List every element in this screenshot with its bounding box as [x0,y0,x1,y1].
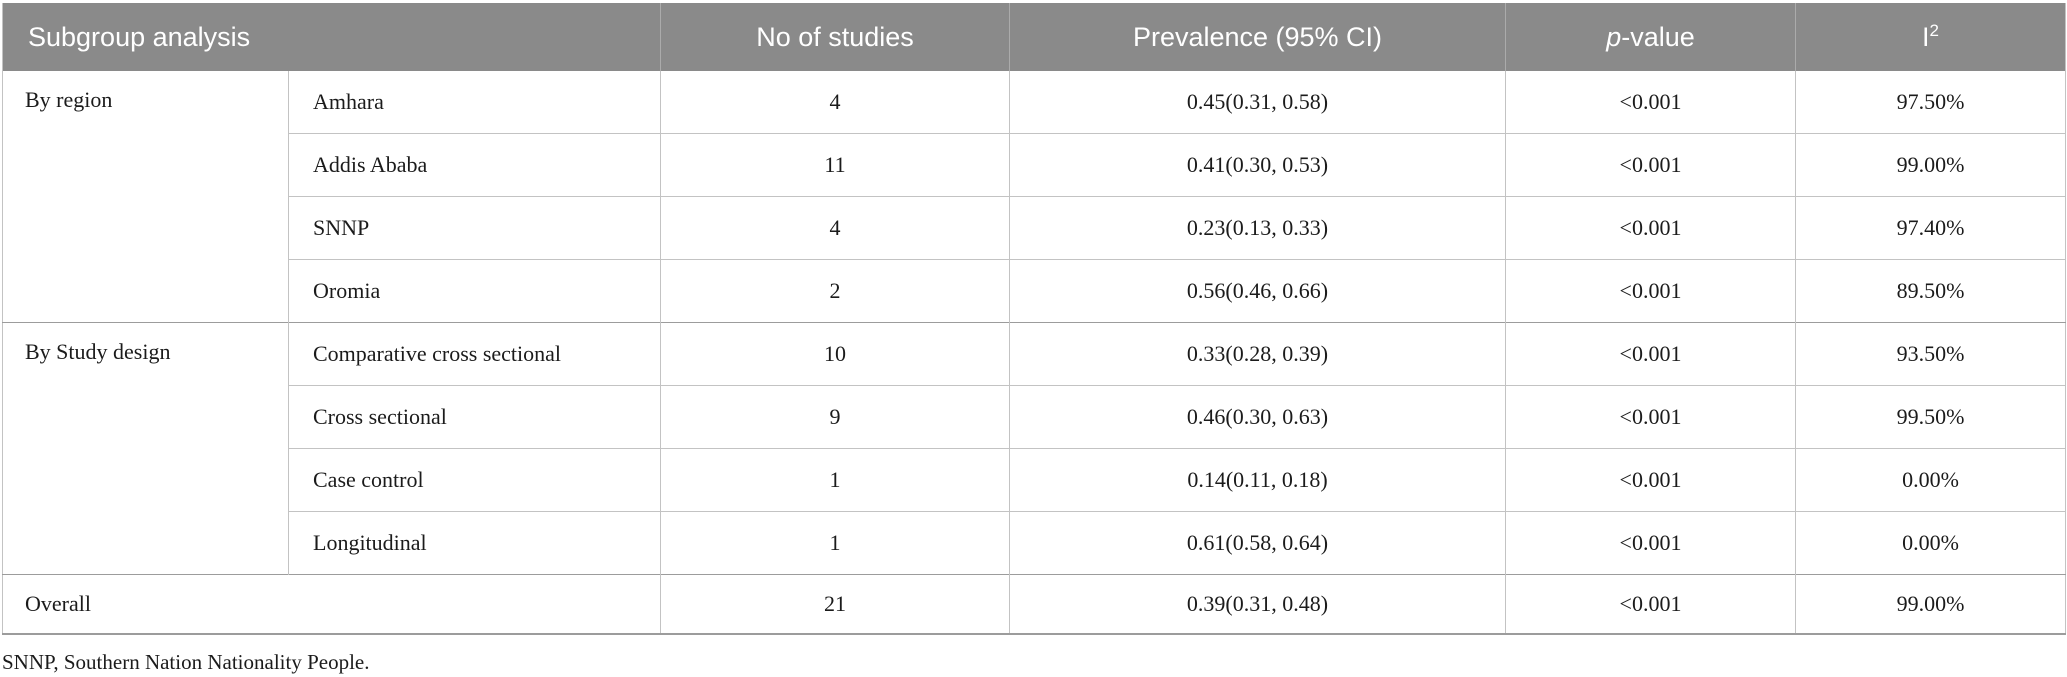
p-value-rest-part: -value [1621,21,1695,52]
table-row: Addis Ababa 11 0.41(0.30, 0.53) <0.001 99.00… [3,133,2066,197]
cell-no-of-studies: 1 [660,448,1010,512]
cell-prevalence: 0.61(0.58, 0.64) [1009,511,1506,575]
table-row: By Study design Comparative cross section… [2,322,2066,575]
cell-subgroup-name: SNNP [288,196,661,260]
cell-prevalence: 0.14(0.11, 0.18) [1009,448,1506,512]
cell-no-of-studies: 9 [660,385,1010,449]
cell-prevalence: 0.45(0.31, 0.58) [1009,71,1506,134]
cell-no-of-studies: 10 [660,322,1010,386]
cell-i2: 99.00% [1795,574,2066,634]
cell-prevalence: 0.46(0.30, 0.63) [1009,385,1506,449]
cell-i2: 97.50% [1795,71,2066,134]
cell-subgroup-name: Comparative cross sectional [288,322,661,386]
cell-subgroup-name: Longitudinal [288,511,661,575]
overall-section: Overall 21 0.39(0.31, 0.48) <0.001 99.00… [2,574,2066,634]
cell-no-of-studies: 21 [660,574,1010,634]
cell-i2: 99.00% [1795,133,2066,197]
cell-i2: 0.00% [1795,448,2066,512]
cell-subgroup-name: Oromia [288,259,661,323]
cell-prevalence: 0.33(0.28, 0.39) [1009,322,1506,386]
cell-p-value: <0.001 [1505,448,1796,512]
cell-i2: 93.50% [1795,322,2066,386]
cell-prevalence: 0.56(0.46, 0.66) [1009,259,1506,323]
col-header-subgroup-analysis: Subgroup analysis [2,3,661,71]
cell-p-value: <0.001 [1505,259,1796,323]
cell-no-of-studies: 4 [660,71,1010,134]
table-row: SNNP 4 0.23(0.13, 0.33) <0.001 97.40% [3,196,2066,260]
table-row: Longitudinal 1 0.61(0.58, 0.64) <0.001 0.00% [3,511,2066,575]
group-label-cell: By region [2,71,289,323]
col-header-prevalence: Prevalence (95% CI) [1009,3,1506,71]
table-row: Cross sectional 9 0.46(0.30, 0.63) <0.001 99… [3,385,2066,449]
i-squared-superscript: 2 [1929,20,1939,40]
cell-overall-label: Overall [2,574,661,634]
overall-row: Overall 21 0.39(0.31, 0.48) <0.001 99.00… [2,574,2066,634]
cell-p-value: <0.001 [1505,196,1796,260]
group-label-cell: By Study design [2,322,289,575]
cell-subgroup-name: Case control [288,448,661,512]
cell-subgroup-name: Cross sectional [288,385,661,449]
cell-p-value: <0.001 [1505,511,1796,575]
cell-p-value: <0.001 [1505,322,1796,386]
header-row: Subgroup analysis No of studies Prevalen… [2,3,2066,71]
col-header-p-value: p-value [1505,3,1796,71]
col-header-i-squared: I2 [1795,3,2066,71]
cell-no-of-studies: 2 [660,259,1010,323]
cell-p-value: <0.001 [1505,574,1796,634]
cell-i2: 99.50% [1795,385,2066,449]
page: Subgroup analysis No of studies Prevalen… [2,3,2066,675]
i-squared-base: I [1922,21,1930,52]
cell-i2: 97.40% [1795,196,2066,260]
cell-prevalence: 0.41(0.30, 0.53) [1009,133,1506,197]
cell-no-of-studies: 11 [660,133,1010,197]
table-row: By region Amhara 4 0.45(0.31, 0.58) <0.001 97… [2,71,2066,323]
table-row: Case control 1 0.14(0.11, 0.18) <0.001 0.00% [3,448,2066,512]
table-header: Subgroup analysis No of studies Prevalen… [2,3,2066,71]
cell-p-value: <0.001 [1505,71,1796,134]
cell-p-value: <0.001 [1505,133,1796,197]
cell-subgroup-name: Addis Ababa [288,133,661,197]
cell-no-of-studies: 4 [660,196,1010,260]
table-row: Oromia 2 0.56(0.46, 0.66) <0.001 89.50% [3,259,2066,323]
cell-prevalence: 0.39(0.31, 0.48) [1009,574,1506,634]
cell-p-value: <0.001 [1505,385,1796,449]
col-header-no-of-studies: No of studies [660,3,1010,71]
cell-prevalence: 0.23(0.13, 0.33) [1009,196,1506,260]
cell-i2: 0.00% [1795,511,2066,575]
cell-no-of-studies: 1 [660,511,1010,575]
cell-i2: 89.50% [1795,259,2066,323]
table-footnote: SNNP, Southern Nation Nationality People… [2,650,370,674]
table-body: By region Amhara 4 0.45(0.31, 0.58) <0.001 97… [2,71,2066,575]
cell-subgroup-name: Amhara [288,71,661,134]
p-value-italic-part: p [1606,21,1622,52]
subgroup-analysis-table: Subgroup analysis No of studies Prevalen… [2,3,2066,635]
